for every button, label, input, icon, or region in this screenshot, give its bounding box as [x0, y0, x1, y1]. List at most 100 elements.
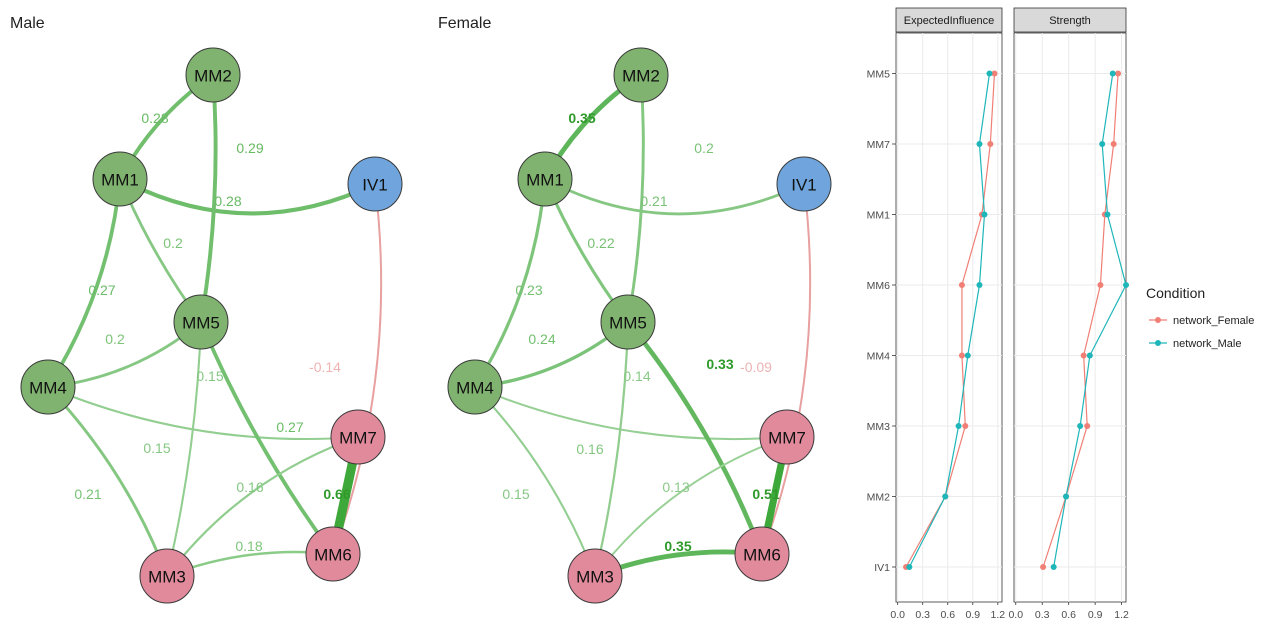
- node-mm1: MM1: [517, 151, 573, 207]
- series-point-network-male-mm6: [976, 282, 983, 288]
- series-point-network-male-mm1: [1104, 211, 1111, 218]
- y-tick-label-mm5: MM5: [867, 69, 890, 81]
- node-mm4: MM4: [20, 359, 76, 415]
- x-tick-label: 0.6: [940, 609, 955, 621]
- node-mm1-circle: [517, 151, 573, 207]
- y-tick-label-mm6: MM6: [867, 280, 890, 292]
- node-mm7-label: MM7: [768, 429, 806, 448]
- node-mm5-circle: [600, 294, 656, 350]
- edge-label-mm1-mm5: 0.22: [587, 235, 614, 251]
- series-point-network-male-mm5: [1109, 70, 1116, 77]
- node-mm1-label: MM1: [526, 171, 564, 190]
- node-mm2-circle: [613, 47, 669, 103]
- edge-label-mm2-mm5: 0.28: [214, 193, 241, 209]
- node-mm3-label: MM3: [148, 568, 186, 587]
- edge-mm1-iv1: [117, 176, 378, 216]
- edge-label-mm3-mm7: 0.13: [662, 479, 689, 495]
- series-point-network-female-mm7: [987, 141, 994, 147]
- legend-label-0: network_Female: [1173, 315, 1254, 327]
- edge-mm4-mm3: [473, 385, 597, 578]
- node-mm3-circle: [567, 548, 623, 604]
- node-mm3: MM3: [139, 548, 195, 604]
- series-point-network-female-mm6: [1097, 282, 1104, 288]
- x-tick-label: 1.2: [991, 609, 1006, 621]
- y-tick-label-mm4: MM4: [867, 351, 890, 363]
- network-male-edge-labels: 0.28 0.29 0.28 0.2 0.27 0.2 0.15 0.21 0.15 0.27 -0…: [74, 110, 350, 554]
- node-mm5-label: MM5: [182, 314, 220, 333]
- network-male-nodes: MM2 MM1 IV1 MM5 MM4 MM7 MM3 MM6: [20, 47, 403, 604]
- edge-mm5-mm6: [625, 319, 765, 557]
- node-mm5: MM5: [173, 294, 229, 350]
- edge-label-mm5-mm6: 0.33: [706, 356, 733, 372]
- edge-mm5-mm6: [199, 320, 335, 556]
- series-line-network-male: [908, 73, 991, 568]
- edge-label-mm4-mm7: 0.14: [623, 368, 650, 384]
- edge-label-mm5-mm3: 0.15: [143, 440, 170, 456]
- series-point-network-female-mm4: [1080, 352, 1087, 359]
- edge-label-mm1-iv1: 0.2: [694, 140, 714, 156]
- node-mm3-label: MM3: [576, 568, 614, 587]
- edge-label-mm4-mm3: 0.15: [502, 486, 529, 502]
- edge-label-iv1-mm6: -0.09: [740, 359, 772, 375]
- y-tick-label-mm7: MM7: [867, 139, 890, 151]
- series-point-network-male-mm3: [955, 423, 962, 429]
- legend-label-1: network_Male: [1173, 338, 1241, 350]
- x-tick-label: 0.3: [915, 609, 930, 621]
- node-mm7-label: MM7: [339, 429, 377, 448]
- edge-mm3-mm7: [165, 435, 360, 578]
- node-mm2-circle: [185, 47, 241, 103]
- node-mm6-label: MM6: [743, 546, 781, 565]
- node-mm2-label: MM2: [194, 67, 232, 86]
- panel-expectedinfluence: ExpectedInfluence 0.0 0.3 0.6 0.9 1.2: [890, 7, 1006, 621]
- node-mm6-label: MM6: [314, 546, 352, 565]
- node-mm1: MM1: [92, 151, 148, 207]
- node-mm6-circle: [305, 526, 361, 582]
- x-tick-label: 0.3: [1035, 609, 1050, 621]
- network-male: Male 0.280.290.280.20.270.20.150.210.150…: [10, 15, 403, 604]
- node-mm4-circle: [20, 359, 76, 415]
- edge-label-mm3-mm6: 0.18: [235, 538, 262, 554]
- node-mm5-label: MM5: [609, 314, 647, 333]
- panel-strip-label-expectedinfluence: ExpectedInfluence: [904, 15, 995, 27]
- node-mm4: MM4: [447, 359, 503, 415]
- node-mm2: MM2: [613, 47, 669, 103]
- series-point-network-male-mm4: [964, 352, 971, 359]
- edge-iv1-mm6: [332, 183, 383, 555]
- node-iv1-label: IV1: [362, 176, 388, 195]
- series-point-network-female-mm5: [991, 70, 998, 77]
- series-point-network-male-iv1: [1050, 564, 1057, 570]
- node-iv1-circle: [347, 156, 403, 212]
- edge-label-mm1-mm4: 0.27: [88, 282, 115, 298]
- network-female: Female 0.350.20.210.220.230.240.140.150.…: [438, 15, 832, 604]
- legend-key-point-1: [1155, 340, 1161, 346]
- edge-label-mm5-mm6: 0.27: [276, 419, 303, 435]
- y-tick-label-mm3: MM3: [867, 421, 890, 433]
- edge-mm4-mm7: [46, 385, 360, 441]
- edge-label-mm1-mm2: 0.35: [568, 110, 595, 126]
- series-point-network-female-iv1: [1040, 564, 1047, 570]
- series-line-network-female: [1042, 73, 1119, 568]
- network-female-edges: [473, 72, 812, 579]
- edge-label-mm4-mm5: 0.24: [528, 331, 555, 347]
- node-mm6-circle: [734, 526, 790, 582]
- edge-label-mm4-mm7: 0.15: [196, 368, 223, 384]
- panel-strip-strength: [1013, 7, 1127, 33]
- node-mm4-label: MM4: [456, 379, 494, 398]
- edge-label-mm1-mm2: 0.28: [141, 110, 168, 126]
- node-mm2: MM2: [185, 47, 241, 103]
- x-tick-label: 0.6: [1061, 609, 1076, 621]
- node-mm3: MM3: [567, 548, 623, 604]
- edge-label-mm7-mm6: 0.66: [323, 486, 350, 502]
- edge-label-iv1-mm6: -0.14: [309, 359, 341, 375]
- edge-label-mm4-mm5: 0.2: [105, 331, 125, 347]
- panel-strength: Strength 0.0 0.3 0.6 0.9 1.2: [1008, 7, 1129, 621]
- node-mm4-label: MM4: [29, 379, 67, 398]
- edge-mm4-mm7: [474, 386, 788, 441]
- series-point-network-male-iv1: [906, 564, 913, 570]
- network-male-title: Male: [10, 15, 45, 32]
- node-mm1-circle: [92, 151, 148, 207]
- edge-mm2-mm5: [199, 73, 218, 324]
- node-mm4-circle: [447, 359, 503, 415]
- edge-label-mm4-mm3: 0.21: [74, 486, 101, 502]
